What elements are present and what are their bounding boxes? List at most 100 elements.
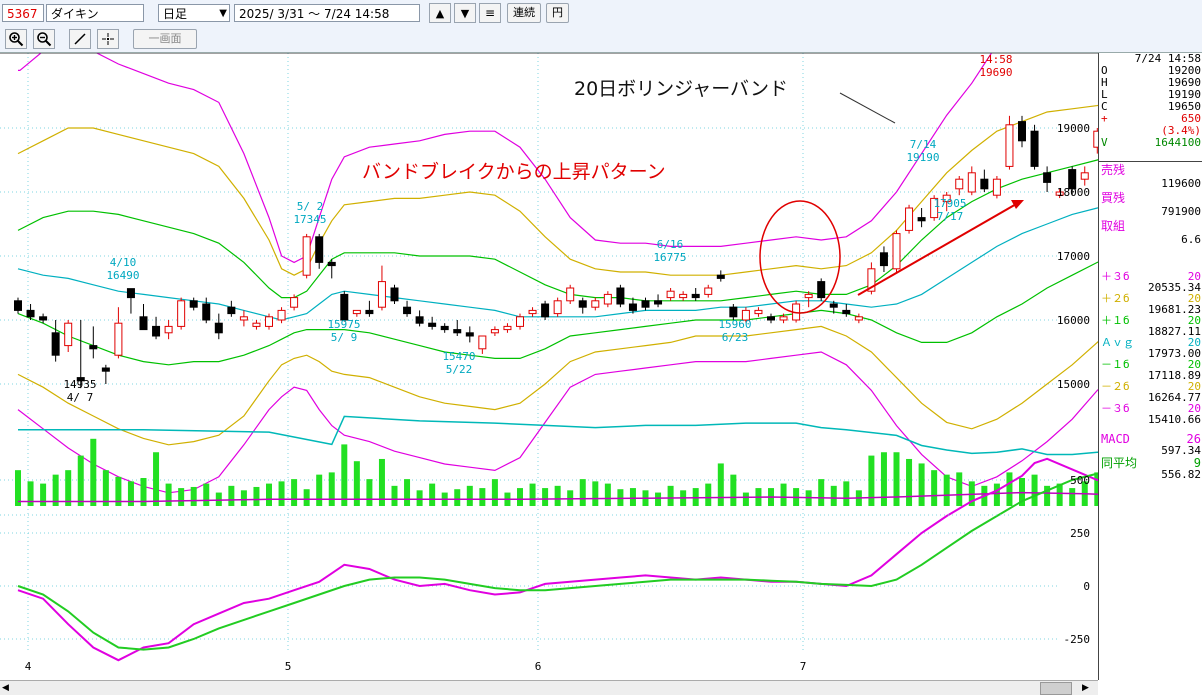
volume-bar	[266, 483, 272, 506]
volume-bar	[178, 488, 185, 506]
volume-bar	[893, 452, 900, 506]
price-label-bottom: 16490	[106, 269, 139, 282]
info-key: C	[1101, 100, 1108, 113]
volume-bar	[90, 438, 97, 506]
candle-body	[591, 300, 600, 308]
horizontal-scrollbar[interactable]: ◀ ▶	[0, 680, 1098, 695]
info-panel: 7/24 14:58 O 19200 H 19690 L 19190 C 19650 +650(…	[1098, 53, 1202, 680]
chart-title: 20日ボリンジャーバンド	[574, 78, 788, 100]
volume-bar	[554, 485, 561, 506]
band-period: 20	[1187, 292, 1201, 305]
price-label-bottom: 7/17	[937, 210, 964, 223]
x-tick-label: 7	[800, 660, 807, 673]
candle-body	[1055, 191, 1064, 196]
macd-period: 9	[1193, 456, 1201, 470]
continuous-button[interactable]: 連続	[507, 3, 541, 23]
candle-body	[754, 309, 763, 315]
candle-body	[202, 303, 211, 321]
menu-button[interactable]: ≡	[479, 3, 501, 23]
macd-tick-label: 500	[1070, 474, 1090, 487]
volume-bar	[203, 483, 210, 506]
band-value: 15410.66	[1148, 413, 1201, 426]
zoom-out-icon	[37, 32, 52, 47]
candle-body	[1093, 130, 1098, 148]
band-line	[17, 261, 1098, 366]
up-button[interactable]: ▲	[429, 3, 451, 23]
name-input[interactable]: ダイキン	[46, 4, 144, 22]
candle-body	[1068, 169, 1077, 190]
candle-body	[879, 252, 888, 267]
scroll-left-arrow[interactable]: ◀	[2, 683, 9, 693]
candle-body	[126, 288, 135, 299]
info-key: O	[1101, 64, 1108, 77]
candle-body	[641, 300, 650, 308]
band-values: ＋３б 20 20535.34 ＋２б 20 19681.23 ＋１б 20 18827.11 Ａ…	[1099, 271, 1202, 425]
candle-body	[829, 303, 838, 308]
book-value: 119600	[1161, 177, 1201, 190]
volume-bar	[843, 481, 850, 506]
macd-value: 597.34	[1161, 444, 1201, 457]
scroll-right-arrow[interactable]: ▶	[1082, 683, 1089, 693]
band-value: 16264.77	[1148, 391, 1201, 404]
candle-body	[942, 194, 951, 203]
book-label: 売残	[1101, 163, 1126, 177]
range-start: 2025/ 3/31	[239, 7, 305, 21]
volume-bar	[127, 481, 134, 506]
candle-body	[566, 287, 575, 302]
down-button[interactable]: ▼	[454, 3, 476, 23]
volume-bar	[730, 474, 737, 506]
triangle-down-icon: ▼	[460, 6, 470, 20]
candle-body	[716, 274, 725, 279]
band-value: 18827.11	[1148, 325, 1201, 338]
info-row: H 19690	[1099, 77, 1202, 89]
draw-line-button[interactable]	[69, 29, 91, 49]
candle-body	[26, 309, 35, 318]
zoom-in-button[interactable]	[5, 29, 27, 49]
candle-body	[729, 306, 738, 318]
crosshair-button[interactable]	[97, 29, 119, 49]
candle-body	[76, 377, 85, 382]
period-select[interactable]: 日足 ▼	[158, 4, 230, 22]
macd-value: 556.82	[1161, 468, 1201, 481]
price-label-top: 15975	[327, 318, 360, 331]
candle-body	[741, 309, 750, 321]
candle-body	[365, 309, 374, 315]
yen-button[interactable]: 円	[546, 3, 569, 23]
band-row: Ａｖｇ 20	[1099, 337, 1202, 348]
volume-bar	[742, 492, 749, 506]
band-row: ＋１б 20	[1099, 315, 1202, 326]
annotations: 20日ボリンジャーバンド バンドブレイクからの上昇パターン	[362, 78, 1024, 314]
volume-bar	[240, 490, 247, 506]
volume-bar	[906, 458, 913, 506]
volume-bar	[1069, 488, 1076, 506]
scroll-thumb[interactable]	[1040, 682, 1072, 695]
macd-row: 同平均 9	[1099, 457, 1202, 469]
zoom-out-button[interactable]	[33, 29, 55, 49]
candle-body	[440, 325, 449, 331]
candle-body	[64, 322, 73, 347]
date-range-field[interactable]: 2025/ 3/31 ～ 7/24 14:58	[234, 4, 420, 22]
volume-bar	[52, 474, 59, 506]
volume-bar	[253, 486, 260, 506]
candle-body	[628, 303, 637, 311]
band-line	[17, 325, 1098, 446]
candle-body	[603, 293, 612, 305]
one-screen-button[interactable]: 一画面	[133, 29, 197, 49]
info-date: 7/24 14:58	[1134, 52, 1201, 65]
band-row: －１б 20	[1099, 359, 1202, 370]
volume-bar	[956, 472, 963, 506]
range-sep: ～	[308, 7, 321, 21]
volume-bar	[604, 483, 611, 506]
info-row: O 19200	[1099, 65, 1202, 77]
band-period: 20	[1187, 402, 1201, 415]
price-label-bottom: 16775	[653, 251, 686, 264]
candle-body	[503, 325, 512, 331]
candle-body	[930, 197, 939, 219]
volume-bar	[341, 444, 348, 506]
candle-body	[390, 287, 399, 302]
code-input[interactable]: 5367	[2, 4, 44, 22]
candle-body	[290, 297, 299, 308]
band-period: 20	[1187, 270, 1201, 283]
volume-bar	[416, 490, 423, 506]
